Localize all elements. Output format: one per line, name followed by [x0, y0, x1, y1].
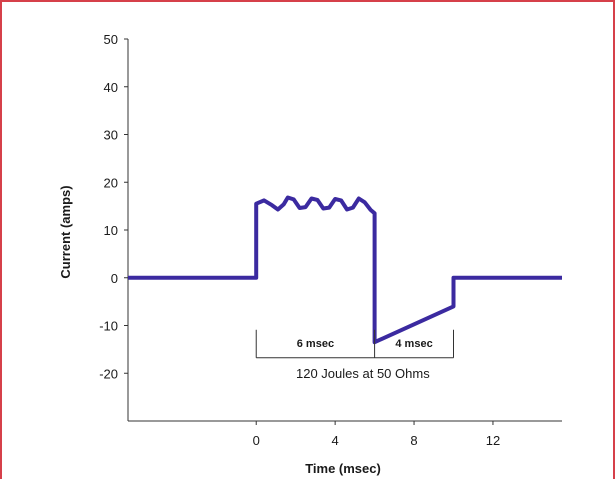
- y-tick-label: 40: [104, 80, 118, 95]
- y-tick-label: 10: [104, 223, 118, 238]
- x-tick-label: 0: [253, 433, 260, 448]
- y-tick-label: 20: [104, 175, 118, 190]
- axes: [127, 39, 562, 422]
- y-tick-label: 0: [111, 271, 118, 286]
- y-tick-label: -10: [99, 319, 118, 334]
- duration-bracket: 6 msec 4 msec: [255, 329, 454, 359]
- y-tick-label: -20: [99, 366, 118, 381]
- x-tick-label: 8: [410, 433, 417, 448]
- x-axis-title: Time (msec): [305, 461, 381, 476]
- x-tick-label: 4: [332, 433, 339, 448]
- y-axis-ticks: 50 40 30 20 10 0 -10 -20: [99, 32, 128, 381]
- y-tick-label: 30: [104, 128, 118, 143]
- bracket-label-4-msec: 4 msec: [395, 338, 432, 350]
- current-waveform-line: [128, 195, 562, 345]
- y-tick-label: 50: [104, 32, 118, 47]
- y-axis-title: Current (amps): [58, 185, 73, 278]
- x-axis-ticks: 0 4 8 12: [253, 421, 500, 448]
- energy-annotation: 120 Joules at 50 Ohms: [296, 366, 430, 381]
- bracket-label-6-msec: 6 msec: [297, 338, 334, 350]
- x-tick-label: 12: [486, 433, 500, 448]
